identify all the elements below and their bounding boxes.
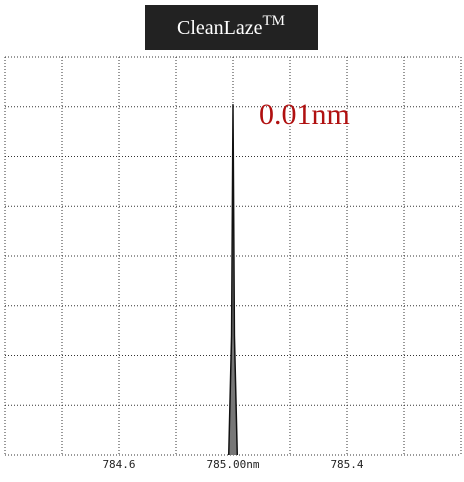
title-box bbox=[145, 5, 318, 50]
x-tick-label: 785.4 bbox=[330, 458, 363, 471]
plot bbox=[227, 104, 239, 456]
title-text: CleanLaze bbox=[177, 17, 263, 39]
x-tick-label: 785.00nm bbox=[207, 458, 260, 471]
annotation: 0.01nm bbox=[259, 98, 350, 131]
spectrum-line bbox=[227, 104, 239, 456]
title-superscript: TM bbox=[263, 13, 286, 29]
x-tick-label: 784.6 bbox=[102, 458, 135, 471]
chart-title: CleanLazeTM bbox=[177, 13, 285, 39]
